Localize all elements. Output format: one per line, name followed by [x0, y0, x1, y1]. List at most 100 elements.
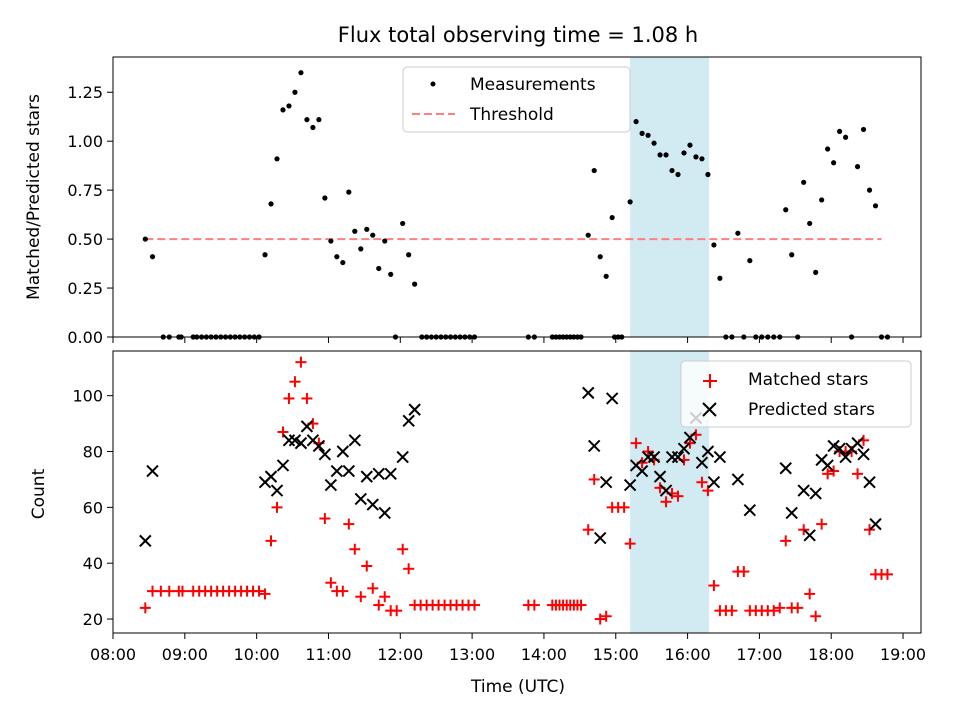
predicted-star-point — [821, 459, 834, 472]
measurement-point — [406, 252, 412, 258]
measurement-point — [262, 252, 268, 258]
count-panel-frame — [112, 350, 922, 634]
predicted-star-point — [599, 476, 613, 489]
matched-star-point — [708, 580, 720, 592]
matched-star-point — [253, 585, 265, 597]
predicted-star-point — [683, 431, 697, 444]
matched-star-point — [642, 446, 654, 458]
predicted-star-point — [378, 506, 391, 520]
predicted-star-point — [863, 476, 876, 489]
legend-measurements-marker — [430, 81, 436, 87]
measurement-point — [280, 107, 286, 113]
x-tick-label: 10:00 — [234, 645, 280, 664]
chart-title: Flux total observing time = 1.08 h — [338, 23, 698, 47]
matched-star-point — [301, 392, 313, 404]
predicted-star-point — [797, 484, 810, 497]
predicted-star-point — [713, 450, 727, 464]
matched-star-point — [816, 518, 828, 530]
measurement-point — [663, 152, 669, 158]
y-tick-label: 60 — [83, 498, 103, 517]
measurement-point — [789, 252, 795, 258]
predicted-star-point — [146, 464, 159, 478]
measurement-point — [322, 195, 328, 201]
predicted-star-point — [785, 506, 798, 520]
predicted-star-point — [408, 403, 421, 416]
matched-star-point — [804, 588, 816, 600]
x-tick-label: 13:00 — [449, 645, 495, 664]
predicted-star-point — [653, 470, 667, 483]
measurement-point — [310, 124, 316, 131]
measurement-point — [747, 258, 753, 264]
x-tick-label: 14:00 — [521, 645, 567, 664]
count-panel-x-ticks: 08:00 09:00 10:00 11:00 12:00 13:00 14:00 15:00… — [90, 633, 926, 664]
measurement-point — [675, 171, 681, 178]
measurement-point — [807, 220, 813, 227]
matched-stars-points — [139, 356, 893, 625]
measurement-point — [304, 117, 310, 123]
measurement-point — [334, 254, 340, 260]
measurement-point — [358, 246, 364, 252]
predicted-star-point — [342, 464, 356, 478]
count-panel-y-ticks: 20 40 60 80 100 — [72, 387, 113, 629]
predicted-star-point — [623, 478, 637, 492]
matched-star-point — [696, 476, 708, 488]
matched-star-point — [810, 610, 822, 622]
count-panel: 20 40 60 80 100 08:00 09:00 10:00 11:00 12:00 13:… — [29, 350, 926, 697]
y-tick-label: 0.75 — [67, 181, 103, 200]
measurement-point — [705, 171, 711, 178]
y-tick-label: 1.25 — [67, 83, 103, 102]
ratio-panel-legend: Measurements Threshold — [402, 66, 631, 133]
predicted-star-point — [336, 445, 350, 458]
predicted-star-point — [695, 456, 709, 469]
matched-star-point — [283, 392, 295, 404]
matched-star-point — [780, 535, 792, 547]
predicted-star-point — [294, 436, 308, 450]
predicted-star-point — [701, 445, 715, 458]
predicted-star-point — [635, 464, 649, 478]
x-tick-label: 16:00 — [665, 645, 711, 664]
measurement-point — [801, 179, 807, 185]
ratio-panel-y-axis-label: Matched/Predicted stars — [24, 94, 44, 300]
matched-star-point — [397, 543, 409, 555]
predicted-star-point — [647, 450, 661, 464]
matched-star-point — [373, 599, 385, 611]
measurement-point — [142, 236, 148, 242]
measurement-point — [639, 130, 645, 136]
measurement-point — [872, 203, 879, 209]
measurement-point — [645, 132, 651, 138]
measurement-point — [687, 142, 693, 148]
matched-star-point — [139, 602, 151, 614]
measurement-point — [825, 146, 831, 152]
matched-star-point — [337, 585, 349, 597]
matched-star-point — [672, 490, 684, 502]
measurement-point — [735, 230, 741, 236]
measurement-point — [400, 220, 406, 227]
measurement-point — [837, 128, 843, 135]
predicted-star-point — [348, 434, 362, 447]
y-tick-label: 1.00 — [67, 132, 103, 151]
measurement-point — [711, 242, 717, 248]
legend-predicted-label: Predicted stars — [748, 400, 875, 420]
count-panel-y-axis-label: Count — [29, 468, 49, 519]
matched-star-point — [163, 585, 175, 597]
measurement-point — [783, 207, 789, 213]
legend-matched-marker — [703, 374, 717, 388]
predicted-star-point — [707, 476, 721, 489]
predicted-star-point — [318, 448, 332, 461]
predicted-star-point — [354, 492, 367, 506]
matched-star-point — [618, 501, 630, 513]
matched-star-point — [528, 599, 540, 611]
matched-star-point — [630, 437, 642, 449]
matched-star-point — [828, 465, 840, 477]
measurement-point — [364, 226, 370, 232]
predicted-star-point — [372, 467, 385, 481]
legend-predicted-marker — [702, 402, 717, 417]
measurement-point — [316, 117, 322, 123]
measurement-point — [328, 238, 334, 244]
measurement-point — [597, 254, 603, 260]
measurement-point — [268, 201, 274, 207]
predicted-star-point — [827, 439, 840, 453]
measurement-point — [292, 89, 298, 95]
matched-star-point — [726, 605, 738, 617]
